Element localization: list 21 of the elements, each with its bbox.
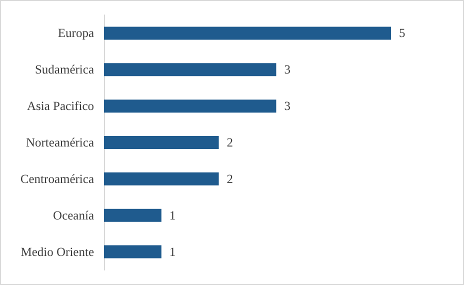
data-label: 3 <box>284 99 290 114</box>
data-label: 2 <box>226 136 234 150</box>
y-tick-label: Medio Oriente <box>20 244 94 259</box>
bar <box>104 63 276 76</box>
bar <box>104 245 162 258</box>
y-tick-label: Centroamérica <box>20 172 94 186</box>
y-tick-label: Europa <box>58 26 94 40</box>
data-label: 1 <box>169 244 176 259</box>
y-tick-label: Asia Pacifico <box>27 99 94 114</box>
bar <box>104 208 162 222</box>
y-tick-label: Norteamérica <box>26 136 94 150</box>
y-tick-label: Oceanía <box>53 208 94 222</box>
data-label: 5 <box>399 26 406 40</box>
bar <box>104 100 276 113</box>
data-label: 1 <box>169 208 176 222</box>
bar <box>104 172 219 186</box>
bar <box>104 136 219 149</box>
data-label: 3 <box>284 62 290 77</box>
y-tick-label: Sudamérica <box>34 62 94 77</box>
bar <box>104 26 391 40</box>
data-label: 2 <box>226 172 234 186</box>
